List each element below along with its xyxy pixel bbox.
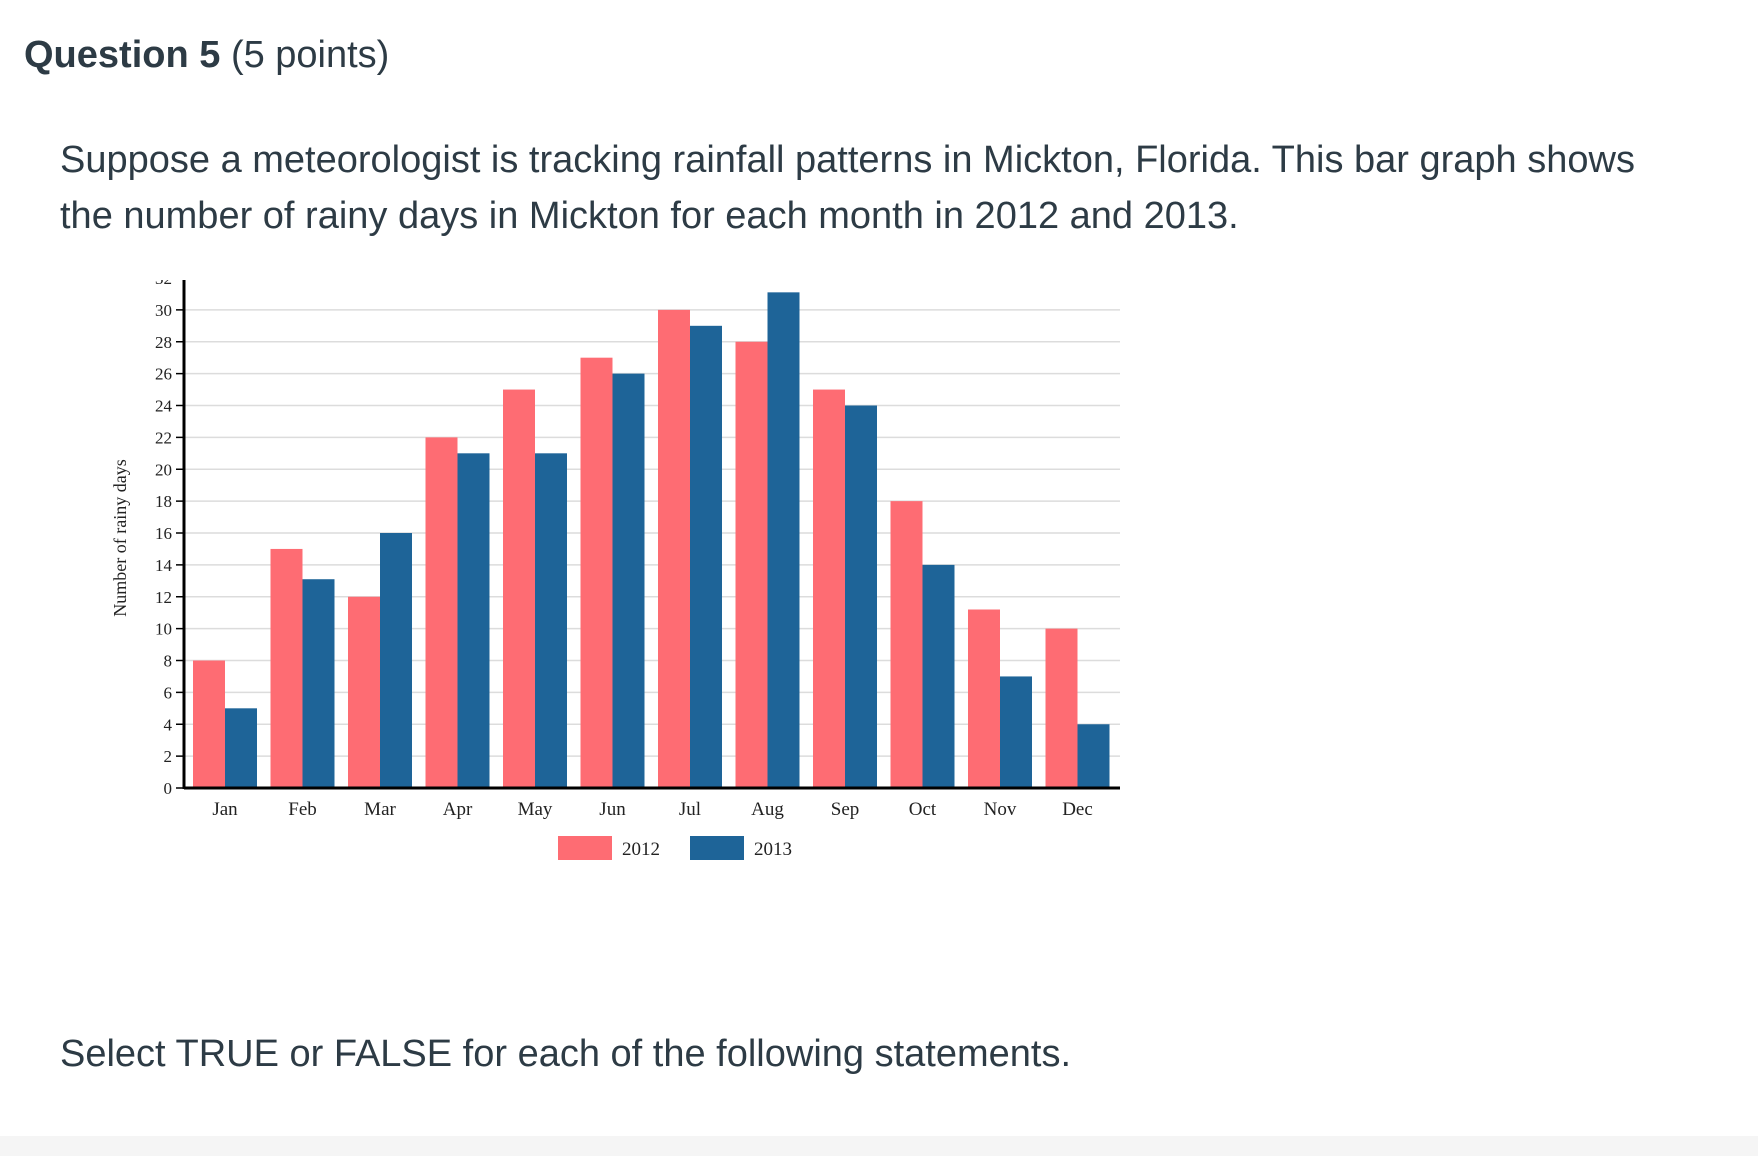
bar-mar-2013 [380, 533, 412, 788]
bar-aug-2013 [767, 292, 800, 788]
x-tick-label-mar: Mar [364, 799, 396, 820]
x-tick-label-jun: Jun [599, 799, 626, 820]
y-tick-label-30: 30 [155, 301, 172, 320]
x-tick-label-apr: Apr [443, 799, 473, 820]
bar-jul-2012 [658, 309, 690, 788]
y-tick-label-10: 10 [155, 620, 172, 639]
page-bottom-edge [0, 1136, 1758, 1156]
bar-aug-2012 [735, 341, 768, 788]
legend-swatch-2012 [558, 836, 612, 860]
y-tick-label-6: 6 [164, 683, 173, 702]
bar-chart-svg: 02468101214161820222426283032JanFebMarAp… [110, 280, 1120, 860]
bar-sep-2013 [845, 405, 877, 788]
rainy-days-chart: 02468101214161820222426283032JanFebMarAp… [100, 280, 1280, 980]
x-tick-label-aug: Aug [751, 799, 784, 820]
y-tick-label-28: 28 [155, 333, 172, 352]
legend-label-2012: 2012 [622, 839, 660, 860]
bar-may-2012 [503, 389, 535, 788]
prompt-text: Suppose a meteorologist is tracking rain… [60, 139, 1635, 237]
bar-jul-2013 [690, 325, 722, 788]
y-tick-label-26: 26 [155, 365, 172, 384]
x-tick-label-jan: Jan [212, 799, 238, 820]
y-tick-label-8: 8 [164, 652, 173, 671]
y-tick-label-0: 0 [164, 779, 173, 798]
y-tick-label-20: 20 [155, 460, 172, 479]
bar-oct-2012 [890, 501, 923, 788]
bar-dec-2013 [1077, 724, 1110, 788]
bar-feb-2012 [270, 548, 303, 788]
bar-may-2013 [535, 453, 567, 788]
bar-dec-2012 [1045, 628, 1078, 788]
y-tick-label-32: 32 [155, 280, 172, 288]
bar-oct-2013 [922, 564, 955, 788]
y-tick-label-16: 16 [155, 524, 172, 543]
question-title: Question 5 [24, 34, 221, 76]
bar-sep-2012 [813, 389, 845, 788]
bar-feb-2013 [302, 579, 335, 788]
x-tick-label-oct: Oct [909, 799, 937, 820]
bar-nov-2013 [1000, 676, 1032, 788]
x-tick-label-feb: Feb [288, 799, 317, 820]
question-header: Question 5 (5 points) [24, 34, 389, 77]
bar-jan-2013 [225, 708, 257, 788]
y-tick-label-4: 4 [164, 715, 173, 734]
bar-apr-2013 [457, 453, 490, 788]
y-tick-label-24: 24 [155, 397, 173, 416]
x-tick-label-may: May [518, 799, 553, 820]
question-prompt: Suppose a meteorologist is tracking rain… [60, 132, 1660, 244]
x-tick-label-sep: Sep [831, 799, 860, 820]
bar-jun-2012 [580, 357, 613, 788]
y-tick-label-12: 12 [155, 588, 172, 607]
y-tick-label-18: 18 [155, 492, 172, 511]
y-tick-label-14: 14 [155, 556, 173, 575]
x-tick-label-jul: Jul [679, 799, 701, 820]
legend-label-2013: 2013 [754, 839, 792, 860]
y-tick-label-2: 2 [164, 747, 173, 766]
bar-jan-2012 [193, 660, 225, 788]
x-tick-label-nov: Nov [984, 799, 1017, 820]
bar-jun-2013 [612, 373, 645, 788]
y-axis-label: Number of rainy days [110, 459, 130, 616]
legend-swatch-2013 [690, 836, 744, 860]
bar-nov-2012 [968, 609, 1000, 788]
y-tick-label-22: 22 [155, 428, 172, 447]
question-points: (5 points) [230, 34, 390, 76]
x-tick-label-dec: Dec [1062, 799, 1093, 820]
bar-apr-2012 [425, 437, 458, 788]
instruction-text: Select TRUE or FALSE for each of the fol… [60, 1033, 1072, 1075]
bar-mar-2012 [348, 596, 380, 788]
